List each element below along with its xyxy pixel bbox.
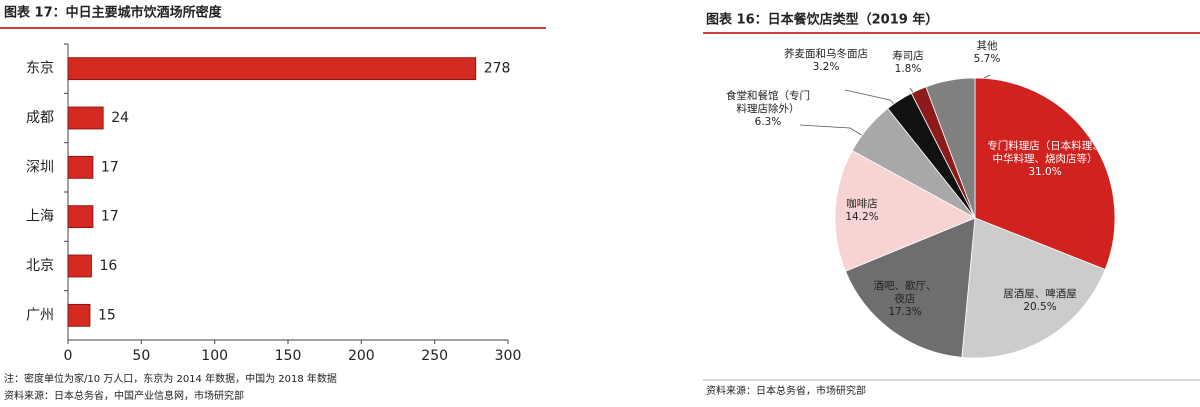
- pie-slice: [844, 217, 976, 358]
- chart-title: 图表 16：日本餐饮店类型（2019 年）: [706, 12, 938, 28]
- y-tick-label: 广州: [26, 307, 54, 323]
- y-tick-label: 北京: [26, 258, 54, 274]
- slice-name: 荞麦面和乌冬面店: [784, 48, 868, 60]
- y-tick-label: 深圳: [26, 159, 54, 175]
- slice-name: 其他: [976, 40, 998, 52]
- bar: [67, 254, 92, 278]
- slice-value: 31.0%: [1028, 166, 1062, 178]
- x-tick-label: 300: [495, 348, 522, 364]
- pie-slice: [974, 77, 1116, 271]
- slice-label: 荞麦面和乌冬面店 3.2%: [781, 48, 871, 74]
- slice-name: 专门料理店（日本料理、中华料理、烧肉店等）: [987, 140, 1103, 165]
- slice-name: 寿司店: [892, 50, 924, 62]
- pie-slice: [925, 77, 976, 219]
- y-tick-label: 上海: [26, 209, 54, 225]
- slice-value: 14.2%: [845, 211, 879, 223]
- pie-slice: [834, 150, 976, 272]
- source: 资料来源：日本总务省，中国产业信息网，市场研究部: [4, 389, 244, 402]
- x-tick-label: 200: [348, 348, 375, 364]
- chart-title: 图表 17：中日主要城市饮酒场所密度: [4, 5, 223, 21]
- value-label: 24: [111, 110, 129, 126]
- slice-value: 17.3%: [888, 306, 922, 318]
- bar: [67, 303, 91, 327]
- slice-value: 20.5%: [1023, 301, 1057, 313]
- value-label: 17: [101, 209, 119, 225]
- x-tick-label: 0: [64, 348, 73, 364]
- slice-label: 咖啡店 14.2%: [832, 198, 892, 224]
- slice-name: 咖啡店: [846, 198, 878, 210]
- slice-value: 6.3%: [754, 116, 782, 128]
- value-label: 278: [484, 61, 511, 77]
- x-tick-label: 150: [275, 348, 302, 364]
- y-tick-label: 东京: [26, 61, 54, 77]
- note: 注：密度单位为家/10 万人口，东京为 2014 年数据，中国为 2018 年数…: [4, 372, 337, 385]
- slice-name: 食堂和餐馆（专门料理店除外）: [726, 90, 810, 115]
- slice-name: 居酒屋、啤酒屋: [1003, 288, 1077, 300]
- value-label: 16: [99, 258, 117, 274]
- slice-value: 5.7%: [973, 53, 1001, 65]
- slice-label: 其他 5.7%: [962, 40, 1012, 66]
- bar: [67, 205, 94, 229]
- slice-label: 酒吧、歌厅、夜店 17.3%: [870, 280, 940, 319]
- slice-value: 3.2%: [812, 61, 840, 73]
- bar: [67, 106, 104, 130]
- value-label: 17: [101, 159, 119, 175]
- bar: [67, 155, 94, 179]
- value-label: 15: [98, 307, 116, 323]
- slice-label: 专门料理店（日本料理、中华料理、烧肉店等） 31.0%: [985, 140, 1105, 179]
- bar: [67, 57, 477, 81]
- y-tick-label: 成都: [26, 110, 54, 126]
- slice-value: 1.8%: [894, 63, 922, 75]
- slice-label: 寿司店 1.8%: [883, 50, 933, 76]
- slice-name: 酒吧、歌厅、夜店: [873, 280, 937, 305]
- slice-label: 居酒屋、啤酒屋 20.5%: [995, 288, 1085, 314]
- x-tick-label: 100: [201, 348, 228, 364]
- x-tick-label: 250: [421, 348, 448, 364]
- source: 资料来源：日本总务省，市场研究部: [706, 384, 866, 397]
- x-tick-label: 50: [132, 348, 150, 364]
- pie-slice: [961, 217, 1106, 359]
- slice-label: 食堂和餐馆（专门料理店除外） 6.3%: [723, 90, 813, 129]
